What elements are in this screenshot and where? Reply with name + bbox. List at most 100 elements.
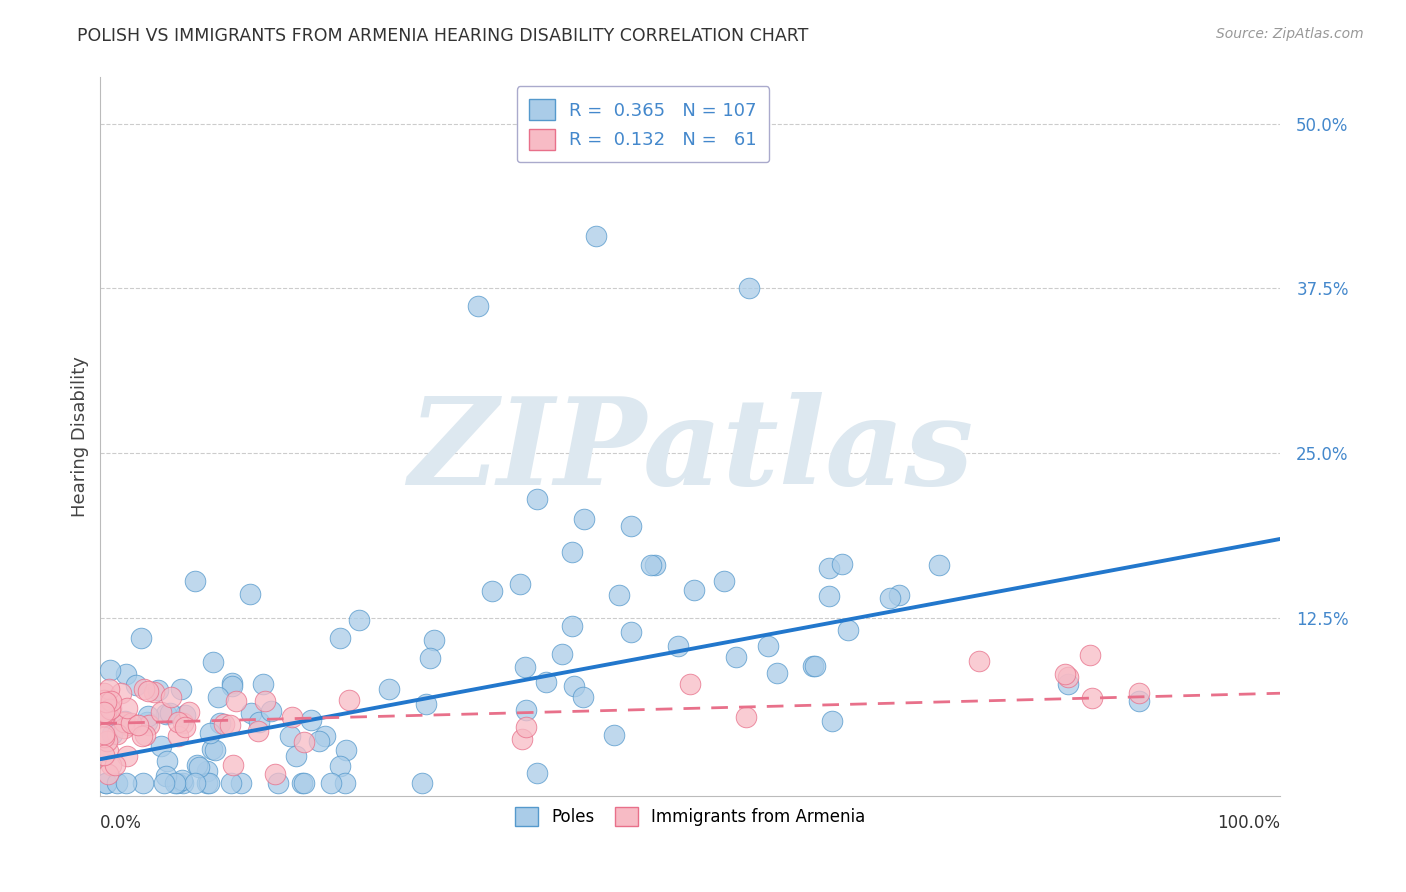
Point — [129, 632, 152, 646]
Text: POLISH VS IMMIGRANTS FROM ARMENIA HEARING DISABILITY CORRELATION CHART: POLISH VS IMMIGRANTS FROM ARMENIA HEARIN… — [77, 27, 808, 45]
Point — [187, 760, 209, 774]
Point — [644, 558, 666, 573]
Point — [114, 667, 136, 681]
Point — [115, 749, 138, 764]
Point — [221, 776, 243, 790]
Point — [93, 726, 115, 740]
Point — [219, 717, 242, 731]
Point — [97, 681, 120, 696]
Point — [415, 697, 437, 711]
Point — [101, 727, 124, 741]
Point — [135, 714, 157, 729]
Point — [172, 716, 194, 731]
Point — [411, 776, 433, 790]
Point — [195, 764, 218, 778]
Point — [572, 512, 595, 526]
Point — [967, 654, 990, 668]
Point — [515, 704, 537, 718]
Point — [1078, 648, 1101, 662]
Point — [515, 720, 537, 734]
Point — [143, 685, 166, 699]
Point — [160, 690, 183, 705]
Point — [97, 744, 120, 758]
Point — [198, 776, 221, 790]
Point — [93, 686, 115, 700]
Point — [377, 681, 399, 696]
Point — [174, 707, 197, 722]
Point — [202, 655, 225, 669]
Point — [114, 715, 136, 730]
Point — [93, 706, 115, 720]
Point — [1056, 677, 1078, 691]
Point — [510, 731, 533, 746]
Point — [100, 758, 122, 772]
Point — [93, 748, 115, 763]
Point — [1056, 670, 1078, 684]
Point — [603, 728, 626, 742]
Point — [314, 729, 336, 743]
Point — [247, 714, 270, 729]
Point — [138, 718, 160, 732]
Point — [561, 545, 583, 559]
Point — [172, 776, 194, 790]
Point — [112, 722, 135, 736]
Point — [509, 577, 531, 591]
Point — [132, 776, 155, 790]
Point — [758, 639, 780, 653]
Point — [247, 724, 270, 739]
Text: ZIPatlas: ZIPatlas — [408, 392, 973, 510]
Point — [110, 686, 132, 700]
Point — [335, 776, 357, 790]
Point — [640, 558, 662, 572]
Point — [155, 706, 177, 721]
Point — [267, 776, 290, 790]
Point — [818, 589, 841, 603]
Point — [150, 705, 173, 719]
Point — [183, 574, 205, 588]
Point — [201, 742, 224, 756]
Point — [285, 749, 308, 764]
Point — [93, 693, 115, 707]
Point — [149, 739, 172, 753]
Point — [136, 683, 159, 698]
Point — [239, 706, 262, 721]
Point — [238, 587, 260, 601]
Point — [200, 725, 222, 739]
Point — [423, 633, 446, 648]
Point — [156, 754, 179, 768]
Point — [765, 665, 787, 680]
Point — [837, 623, 859, 637]
Point — [328, 759, 350, 773]
Point — [620, 624, 643, 639]
Point — [260, 704, 283, 718]
Point — [1128, 686, 1150, 700]
Point — [526, 765, 548, 780]
Point — [117, 718, 139, 732]
Point — [186, 757, 208, 772]
Point — [221, 679, 243, 693]
Point — [112, 714, 135, 729]
Point — [229, 776, 252, 790]
Point — [887, 588, 910, 602]
Point — [222, 758, 245, 772]
Point — [607, 588, 630, 602]
Point — [136, 709, 159, 723]
Point — [682, 583, 704, 598]
Point — [184, 776, 207, 790]
Point — [146, 682, 169, 697]
Point — [879, 591, 901, 605]
Point — [96, 733, 118, 747]
Point — [104, 758, 127, 772]
Point — [253, 694, 276, 708]
Legend: Poles, Immigrants from Armenia: Poles, Immigrants from Armenia — [506, 798, 875, 835]
Point — [572, 690, 595, 704]
Point — [801, 659, 824, 673]
Point — [131, 730, 153, 744]
Point — [278, 729, 301, 743]
Y-axis label: Hearing Disability: Hearing Disability — [72, 356, 89, 517]
Point — [105, 727, 128, 741]
Point — [281, 710, 304, 724]
Point — [167, 714, 190, 729]
Point — [100, 694, 122, 708]
Point — [679, 677, 702, 691]
